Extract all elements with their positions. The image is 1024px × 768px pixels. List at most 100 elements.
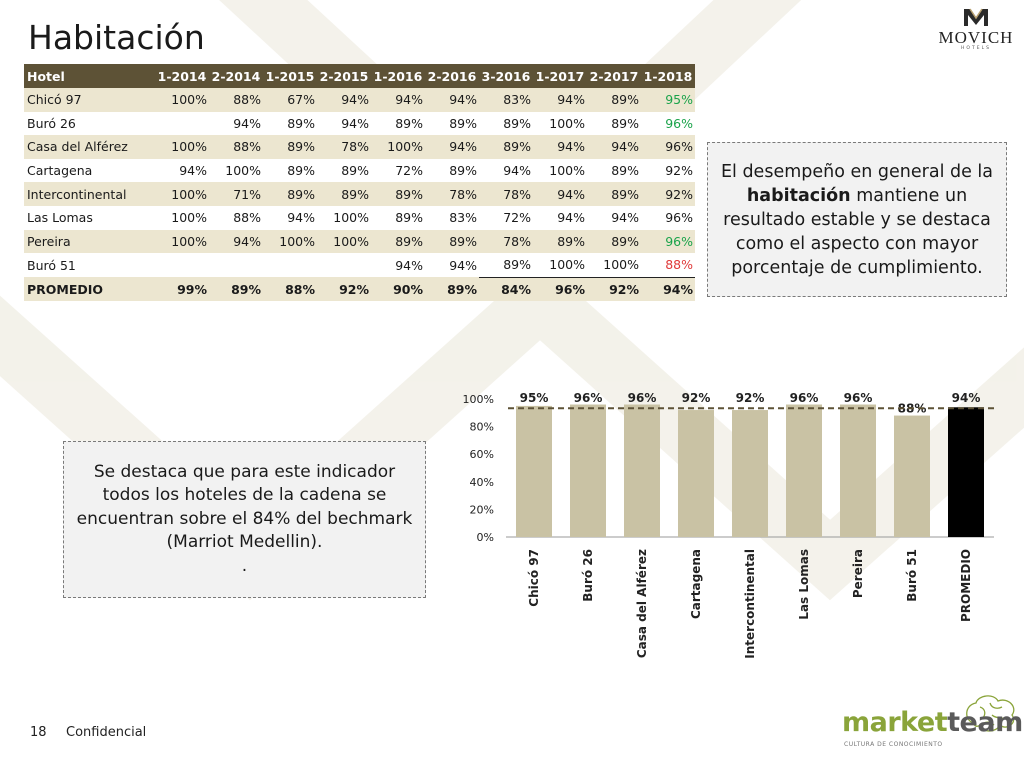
category-label: Buró 51 (905, 549, 919, 602)
table-cell: 94% (533, 182, 587, 206)
y-tick-label: 60% (470, 448, 494, 461)
bar-chart: 0% 20% 40% 60% 80% 100% 95% Chicó 97 96% Buró 26 9… (463, 391, 998, 659)
table-cell: 95% (641, 88, 695, 112)
header-period: 1-2017 (533, 64, 587, 88)
hotel-name: Cartagena (24, 158, 155, 183)
y-tick-label: 100% (463, 393, 494, 406)
page-title: Habitación (28, 18, 205, 57)
table-cell: 89% (533, 229, 587, 254)
bar-value-label: 94% (952, 391, 981, 405)
brain-icon (966, 695, 1015, 732)
table-cell: 100% (155, 229, 209, 254)
table-cell: 96% (641, 135, 695, 159)
table-cell: 89% (587, 111, 641, 136)
table-cell: 89% (425, 111, 479, 136)
table-cell: 94% (155, 158, 209, 183)
scores-table: Hotel 1-2014 2-2014 1-2015 2-2015 1-2016… (24, 64, 695, 302)
table-cell (155, 253, 209, 278)
table-cell: 100% (263, 229, 317, 254)
table-cell (209, 253, 263, 278)
table-row: Casa del Alférez 100% 88% 89% 78% 100% 9… (24, 135, 695, 159)
table-cell: 67% (263, 88, 317, 112)
table-cell: 72% (479, 205, 533, 230)
table-cell: 94% (317, 111, 371, 136)
table-cell: 99% (155, 277, 209, 302)
table-cell: 89% (317, 182, 371, 206)
table-cell: 89% (263, 135, 317, 159)
bar (948, 407, 984, 537)
table-row: Buró 26 94% 89% 94% 89% 89% 89% 100% 89%… (24, 111, 695, 136)
hotel-name: Buró 51 (24, 253, 155, 278)
category-label: Buró 26 (581, 549, 595, 602)
table-cell (155, 111, 209, 136)
table-cell: 94% (533, 88, 587, 112)
table-cell: 94% (209, 229, 263, 254)
table-cell: 71% (209, 182, 263, 206)
hotel-name: Casa del Alférez (24, 135, 155, 159)
table-row: Buró 51 94% 94% 89% 100% 100% 88% (24, 253, 695, 278)
table-cell: 89% (479, 111, 533, 136)
hotel-name: Buró 26 (24, 111, 155, 136)
table-cell: 92% (317, 277, 371, 302)
table-cell: 89% (425, 158, 479, 183)
category-label: Las Lomas (797, 549, 811, 620)
table-cell: 94% (425, 135, 479, 159)
table-cell: 88% (209, 88, 263, 112)
movich-emblem-icon (964, 8, 988, 26)
table-cell: 78% (479, 182, 533, 206)
table-cell: 94% (317, 88, 371, 112)
y-tick-label: 20% (470, 503, 494, 516)
table-cell: 94% (425, 88, 479, 112)
average-label: PROMEDIO (24, 277, 155, 302)
bar-value-label: 92% (682, 391, 711, 405)
marketteam-tagline: CULTURA DE CONOCIMIENTO (844, 741, 943, 748)
header-hotel: Hotel (24, 64, 155, 88)
table-cell: 90% (371, 277, 425, 302)
table-cell: 89% (371, 205, 425, 230)
bar (840, 404, 876, 537)
table-cell: 84% (479, 277, 533, 302)
page-number: 18 (30, 725, 47, 740)
marketteam-logo: marketteam CULTURA DE CONOCIMIENTO (840, 693, 1023, 755)
table-cell: 100% (533, 111, 587, 136)
table-cell: 100% (533, 253, 587, 278)
table-cell: 94% (425, 253, 479, 278)
table-cell: 89% (425, 229, 479, 254)
table-cell: 100% (155, 135, 209, 159)
bar-value-label: 96% (844, 391, 873, 405)
movich-logo: MOVICH HOTELS (928, 6, 1024, 54)
table-header-row: Hotel 1-2014 2-2014 1-2015 2-2015 1-2016… (24, 64, 695, 88)
table-cell: 94% (587, 135, 641, 159)
category-label: Pereira (851, 549, 865, 598)
table-cell: 89% (371, 182, 425, 206)
table-cell: 92% (641, 158, 695, 183)
table-cell: 89% (587, 158, 641, 183)
benchmark-note-text: Se destaca que para este indicador todos… (76, 461, 413, 553)
table-cell (317, 253, 371, 278)
table-cell: 92% (587, 277, 641, 302)
header-period: 3-2016 (479, 64, 533, 88)
table-cell: 89% (587, 182, 641, 206)
table-cell: 92% (641, 182, 695, 206)
table-row: Las Lomas 100% 88% 94% 100% 89% 83% 72% … (24, 205, 695, 230)
table-cell: 88% (641, 253, 695, 278)
table-cell: 89% (263, 182, 317, 206)
summary-text-part: mantiene un resultado estable y se desta… (723, 185, 991, 278)
table-row: Chicó 97 100% 88% 67% 94% 94% 94% 83% 94… (24, 88, 695, 112)
table-cell: 100% (371, 135, 425, 159)
table-cell: 96% (533, 277, 587, 302)
table-cell: 94% (533, 135, 587, 159)
table-cell: 94% (533, 205, 587, 230)
category-label: Chicó 97 (527, 549, 541, 607)
table-cell: 89% (317, 158, 371, 183)
table-cell: 78% (317, 135, 371, 159)
table-cell: 94% (209, 111, 263, 136)
table-cell: 100% (533, 158, 587, 183)
table-average-row: PROMEDIO 99% 89% 88% 92% 90% 89% 84% 96%… (24, 277, 695, 302)
table-cell: 78% (425, 182, 479, 206)
table-cell: 89% (263, 158, 317, 183)
table-cell: 94% (587, 205, 641, 230)
header-period: 2-2014 (209, 64, 263, 88)
table-cell: 94% (479, 158, 533, 183)
header-period: 2-2015 (317, 64, 371, 88)
